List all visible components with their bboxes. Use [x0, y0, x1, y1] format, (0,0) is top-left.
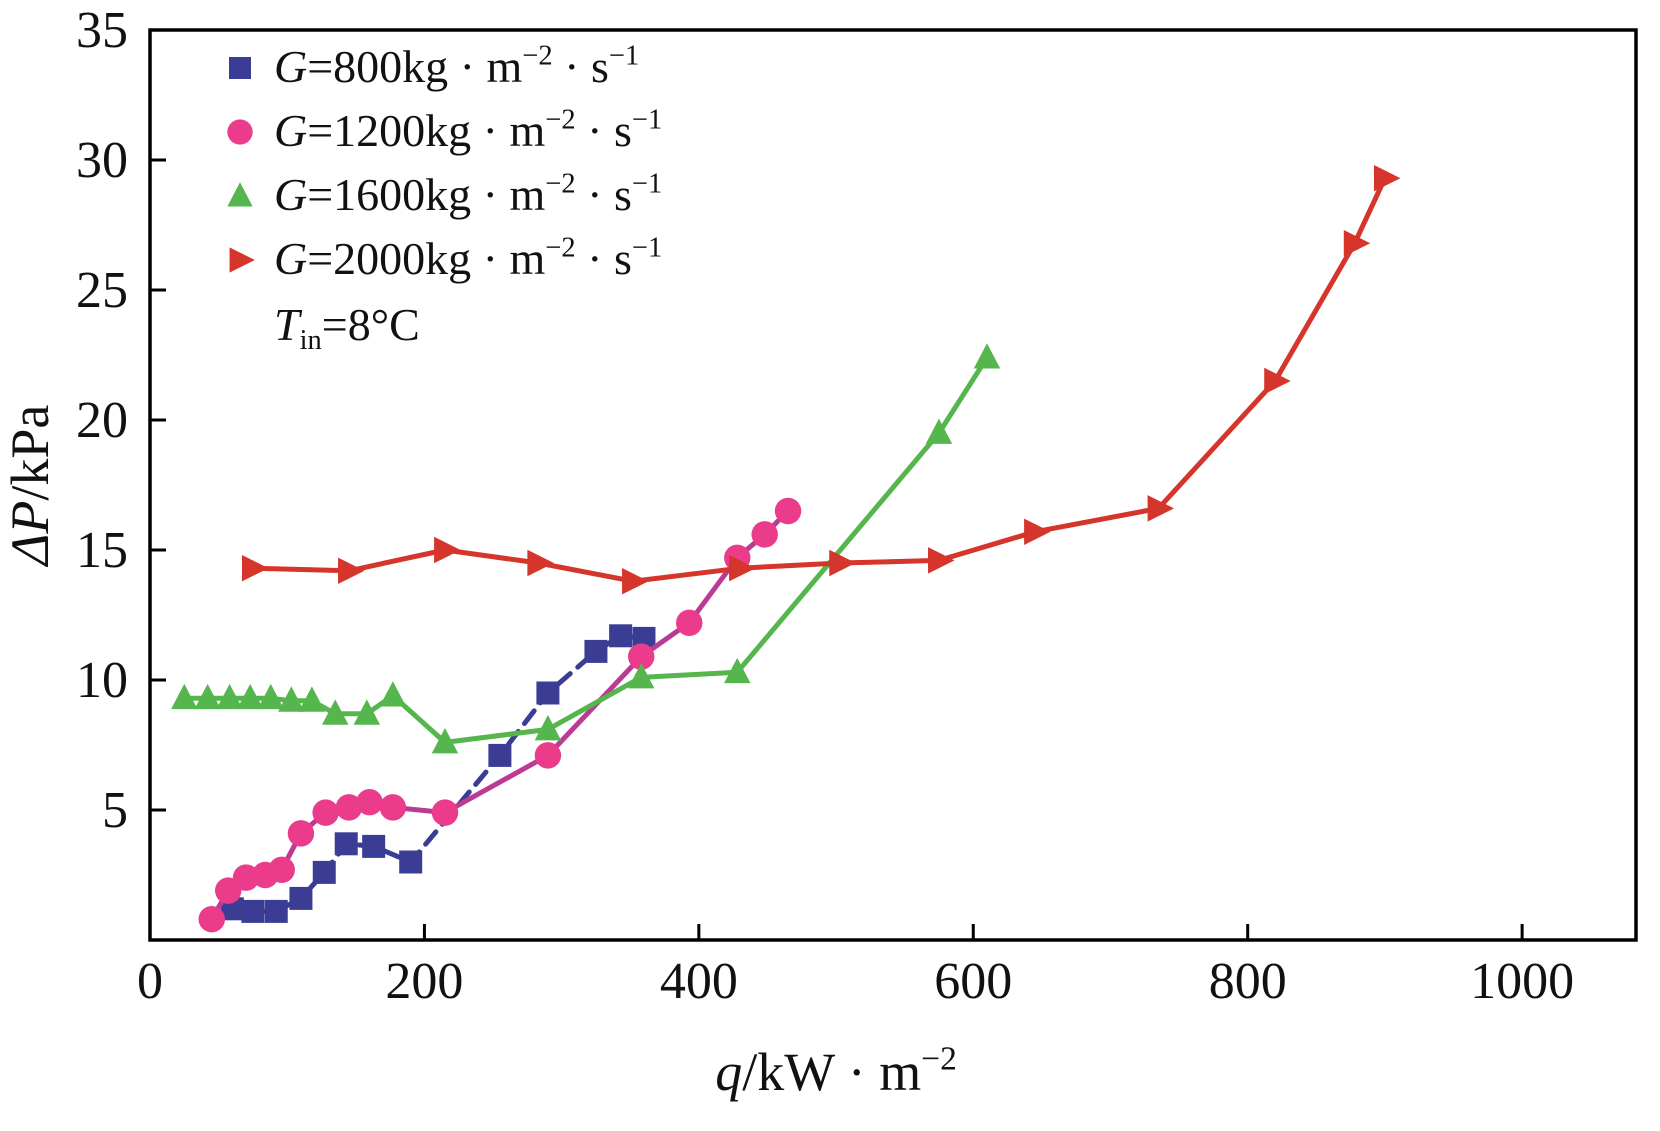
- x-tick-label: 800: [1209, 953, 1287, 1010]
- circle-marker: [287, 820, 315, 847]
- square-marker: [584, 639, 608, 663]
- triangle-right-marker: [527, 549, 554, 577]
- triangle-up-marker: [431, 728, 459, 754]
- series-G-800: [220, 624, 656, 923]
- circle-marker: [379, 794, 407, 821]
- circle-marker: [198, 905, 225, 933]
- y-tick-label: 10: [76, 652, 128, 709]
- triangle-up-marker: [534, 715, 562, 741]
- circle-marker: [356, 788, 383, 816]
- triangle-up-marker: [379, 681, 407, 707]
- triangle-right-marker: [1147, 495, 1175, 522]
- triangle-up-marker: [236, 683, 264, 710]
- circle-marker: [676, 609, 703, 637]
- square-marker: [264, 899, 288, 923]
- plot-frame: [148, 28, 1638, 942]
- legend-triangle-right-marker: [229, 247, 255, 273]
- triangle-right-marker: [928, 547, 955, 574]
- triangle-up-marker: [171, 683, 198, 710]
- triangle-right-marker: [434, 536, 461, 564]
- y-tick-label: 20: [76, 392, 128, 449]
- legend-triangle-up-marker: [227, 182, 253, 207]
- y-tick-label: 30: [76, 132, 128, 189]
- triangle-right-marker: [1024, 518, 1051, 546]
- legend-circle-marker: [227, 119, 253, 145]
- series-line-G-1600: [181, 355, 990, 745]
- triangle-up-marker: [194, 683, 221, 710]
- triangle-right-marker: [622, 567, 649, 595]
- legend-label-G-1600: G=1600kg · m−2 · s−1: [274, 169, 662, 220]
- circle-marker: [335, 794, 363, 821]
- triangle-up-marker: [278, 686, 305, 712]
- triangle-right-marker: [1373, 164, 1401, 192]
- legend-label-G-800: G=800kg · m−2 · s−1: [274, 41, 639, 92]
- triangle-right-marker: [829, 549, 856, 577]
- square-marker: [362, 834, 386, 858]
- triangle-right-marker: [241, 554, 269, 582]
- circle-marker: [627, 643, 655, 670]
- square-marker: [312, 860, 336, 884]
- triangle-up-marker: [925, 418, 953, 444]
- circle-marker: [534, 742, 562, 769]
- triangle-right-marker: [1264, 367, 1291, 395]
- square-marker: [289, 886, 313, 910]
- circle-marker: [268, 856, 295, 884]
- triangle-up-marker: [298, 686, 326, 712]
- y-tick-label: 35: [76, 2, 128, 59]
- triangle-right-marker: [729, 554, 756, 582]
- triangle-up-marker: [322, 699, 349, 725]
- y-tick-label: 5: [102, 782, 128, 839]
- square-marker: [488, 743, 512, 767]
- circle-marker: [431, 799, 459, 826]
- triangle-right-marker: [338, 557, 365, 585]
- triangle-up-marker: [353, 699, 381, 725]
- circle-marker: [751, 521, 778, 548]
- x-tick-label: 0: [137, 953, 163, 1010]
- y-axis-title: ΔP/kPa: [0, 405, 60, 568]
- triangle-up-marker: [257, 683, 284, 710]
- x-axis-title: q/kW · m−2: [715, 1040, 957, 1102]
- legend-square-marker: [229, 57, 251, 79]
- series-G-1200: [198, 497, 802, 933]
- x-tick-label: 1000: [1470, 953, 1574, 1010]
- series-G-1600: [171, 343, 1001, 754]
- circle-marker: [312, 799, 339, 826]
- legend-label-G-2000: G=2000kg · m−2 · s−1: [274, 233, 662, 284]
- triangle-up-marker: [627, 663, 655, 689]
- square-marker: [399, 850, 423, 874]
- square-marker: [334, 832, 358, 856]
- circle-marker: [774, 497, 802, 525]
- series-G-2000: [241, 164, 1401, 595]
- triangle-up-marker: [216, 683, 243, 710]
- inlet-temperature-note: Tin=8°C: [274, 299, 420, 356]
- legend-label-G-1200: G=1200kg · m−2 · s−1: [274, 105, 662, 156]
- y-tick-label: 15: [76, 522, 128, 579]
- square-marker: [536, 681, 560, 705]
- legend: G=800kg · m−2 · s−1 G=1200kg · m−2 · s−1 G…: [227, 41, 662, 356]
- triangle-up-marker: [973, 343, 1001, 369]
- x-tick-label: 400: [660, 953, 738, 1010]
- y-tick-label: 25: [76, 262, 128, 319]
- triangle-right-marker: [1343, 229, 1371, 257]
- square-marker: [609, 624, 633, 648]
- square-marker: [241, 899, 265, 923]
- x-tick-label: 600: [934, 953, 1012, 1010]
- x-tick-label: 200: [385, 953, 463, 1010]
- triangle-up-marker: [724, 657, 751, 684]
